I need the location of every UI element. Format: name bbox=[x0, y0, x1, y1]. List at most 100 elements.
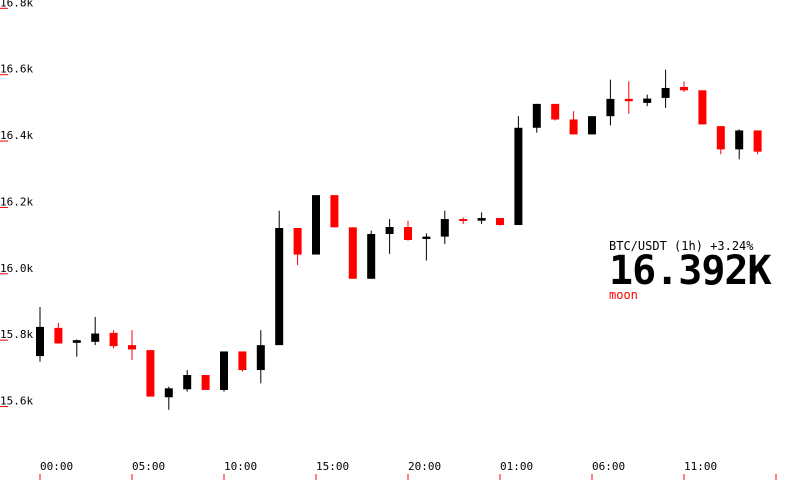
candle-body bbox=[367, 233, 376, 279]
y-tick-label: 16.2k bbox=[0, 195, 33, 208]
candle-down bbox=[146, 350, 155, 397]
candle-down bbox=[496, 218, 504, 226]
candle-down bbox=[238, 351, 247, 372]
candle-body bbox=[238, 351, 247, 371]
y-tick-label: 16.0k bbox=[0, 262, 33, 275]
candle-body bbox=[330, 195, 339, 228]
candle-body bbox=[54, 327, 63, 344]
candle-down bbox=[753, 130, 762, 155]
x-tick-label: 06:00 bbox=[592, 460, 625, 473]
candle-down bbox=[716, 126, 725, 155]
candle-down bbox=[459, 217, 468, 225]
candle-up bbox=[164, 386, 173, 410]
y-tick-label: 15.6k bbox=[0, 395, 33, 408]
candle-body bbox=[72, 340, 81, 343]
candle-body bbox=[146, 350, 155, 397]
candle-up bbox=[643, 94, 652, 107]
candle-up bbox=[312, 195, 320, 255]
candle-down bbox=[348, 227, 357, 279]
x-tick-label: 10:00 bbox=[224, 460, 257, 473]
candle-body bbox=[551, 103, 560, 120]
candle-down bbox=[109, 330, 118, 349]
candle-up bbox=[735, 129, 744, 160]
candle-up bbox=[256, 330, 265, 384]
candle-body bbox=[404, 227, 412, 240]
candle-down bbox=[404, 220, 412, 241]
candle-body bbox=[128, 345, 136, 350]
candle-body bbox=[385, 227, 394, 234]
ticker-price: 16.392K bbox=[609, 248, 772, 294]
candle-up bbox=[367, 230, 376, 279]
candle-body bbox=[422, 236, 431, 239]
candle-body bbox=[312, 195, 320, 255]
candle-up bbox=[385, 219, 394, 254]
candle-up bbox=[588, 116, 596, 135]
candle-body bbox=[477, 218, 486, 221]
candle-up bbox=[477, 212, 486, 225]
candle-body bbox=[624, 98, 633, 102]
candle-up bbox=[532, 103, 541, 133]
candle-down bbox=[698, 90, 707, 125]
x-tick-label: 11:00 bbox=[684, 460, 717, 473]
y-tick-label: 16.4k bbox=[0, 129, 33, 142]
candle-body bbox=[256, 345, 265, 371]
candle-down bbox=[54, 322, 63, 344]
candle-down bbox=[569, 111, 578, 135]
x-tick-label: 20:00 bbox=[408, 460, 441, 473]
candle-body bbox=[661, 87, 670, 98]
candle-body bbox=[348, 227, 357, 279]
candle-body bbox=[164, 388, 173, 398]
candle-down bbox=[201, 375, 210, 390]
candle-up bbox=[661, 69, 670, 108]
candle-body bbox=[293, 228, 302, 255]
candle-down bbox=[293, 228, 302, 266]
candle-body bbox=[91, 333, 100, 342]
candle-body bbox=[440, 219, 449, 237]
candle-up bbox=[72, 339, 81, 357]
candle-up bbox=[514, 116, 523, 226]
candle-body bbox=[514, 127, 523, 226]
candle-body bbox=[220, 351, 228, 390]
candle-up bbox=[422, 233, 431, 261]
candle-down bbox=[624, 81, 633, 114]
candle-up bbox=[36, 306, 44, 362]
candle-body bbox=[753, 130, 762, 152]
candle-body bbox=[459, 219, 468, 222]
ticker-panel: BTC/USDT (1h) +3.24% 16.392K moon bbox=[609, 238, 794, 302]
candle-body bbox=[183, 375, 192, 390]
candle-body bbox=[109, 332, 118, 347]
candle-body bbox=[606, 98, 615, 117]
candle-up bbox=[606, 79, 615, 126]
x-tick-label: 05:00 bbox=[132, 460, 165, 473]
candle-body bbox=[201, 375, 210, 390]
x-axis: 00:00 05:00 10:00 15:00 20:00 01:00 06:00 11:00 bbox=[39, 460, 777, 480]
candle-body bbox=[735, 130, 744, 150]
candle-body bbox=[36, 326, 44, 357]
candle-body bbox=[588, 116, 596, 135]
candle-body bbox=[716, 126, 725, 150]
x-tick-label: 15:00 bbox=[316, 460, 349, 473]
candle-body bbox=[275, 228, 284, 346]
candle-up bbox=[275, 210, 284, 346]
ticker-title: BTC/USDT (1h) +3.24% bbox=[609, 239, 754, 253]
candle-up bbox=[220, 351, 228, 392]
candle-down bbox=[551, 103, 560, 121]
candles bbox=[36, 69, 762, 410]
ticker-status: moon bbox=[609, 288, 638, 302]
candle-body bbox=[496, 218, 504, 226]
candle-body bbox=[643, 98, 652, 103]
y-axis: 16.8k 16.6k 16.4k 16.2k 16.0k 15.8k 15.6k bbox=[0, 0, 33, 408]
x-tick-label: 00:00 bbox=[40, 460, 73, 473]
candle-up bbox=[183, 370, 192, 392]
candle-up bbox=[91, 316, 100, 346]
candle-body bbox=[680, 86, 688, 91]
candle-down bbox=[128, 330, 136, 361]
y-tick-label: 16.6k bbox=[0, 63, 33, 76]
candle-down bbox=[680, 81, 688, 92]
candle-body bbox=[698, 90, 707, 125]
candle-down bbox=[330, 195, 339, 228]
x-tick-label: 01:00 bbox=[500, 460, 533, 473]
candle-body bbox=[569, 119, 578, 135]
y-tick-label: 16.8k bbox=[0, 0, 33, 9]
